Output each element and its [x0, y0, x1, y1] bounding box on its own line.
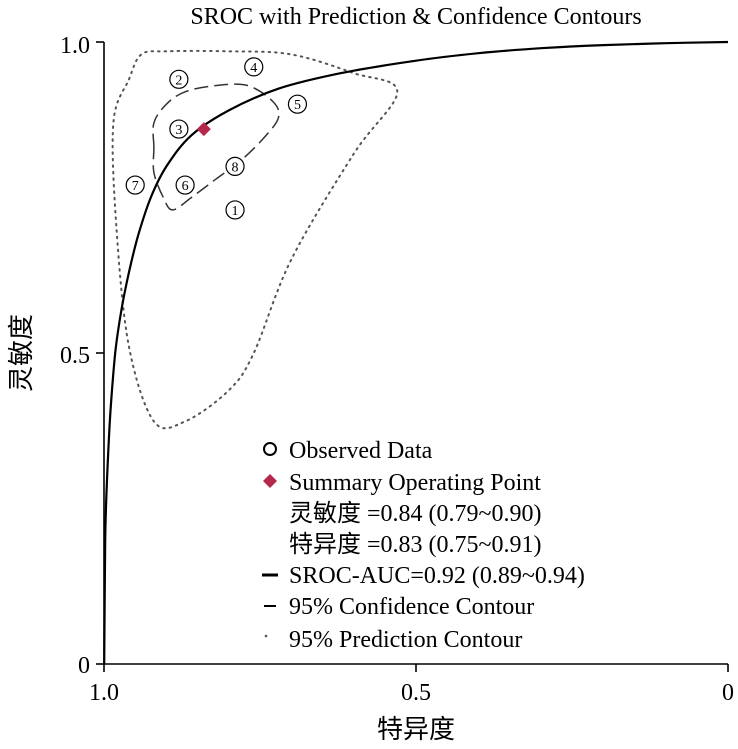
study-point-3: 3 [169, 119, 189, 139]
observed-studies: 1 2 3 4 5 6 7 8 [125, 57, 308, 220]
study-label: 2 [175, 73, 182, 88]
sroc-curve [103, 40, 729, 665]
study-label: 7 [132, 179, 139, 194]
study-point-7: 7 [125, 175, 145, 195]
study-circle [169, 69, 189, 89]
study-label: 6 [182, 179, 189, 194]
prediction-contour [111, 49, 399, 430]
study-point-2: 2 [169, 69, 189, 89]
chart-title: SROC with Prediction & Confidence Contou… [190, 4, 641, 30]
study-point-5: 5 [287, 94, 308, 114]
legend: Observed Data Summary Operating Point 灵敏… [262, 438, 585, 653]
study-label: 8 [232, 160, 239, 175]
y-tick-label-1: 1.0 [60, 33, 90, 59]
summary-point-marker [196, 122, 211, 137]
legend-auc-label: SROC-AUC=0.92 (0.89~0.94) [289, 563, 585, 589]
study-point-1: 1 [225, 200, 245, 220]
study-circle [169, 119, 189, 139]
x-tick-label-0: 0 [722, 680, 734, 706]
study-point-8: 8 [225, 156, 245, 176]
study-point-4: 4 [244, 57, 264, 77]
study-label: 4 [250, 61, 257, 76]
study-circle [175, 175, 195, 195]
legend-confidence-label: 95% Confidence Contour [289, 594, 534, 620]
x-tick-label-0-5: 0.5 [401, 680, 431, 706]
study-circle [287, 94, 308, 114]
study-circle [225, 200, 245, 220]
y-tick-label-0-5: 0.5 [60, 343, 90, 369]
y-tick-label-0: 0 [78, 653, 90, 679]
legend-observed-marker [263, 442, 277, 456]
axis-ticks [96, 41, 729, 672]
study-circle [225, 156, 245, 176]
legend-summary-label: Summary Operating Point [289, 470, 541, 496]
x-axis-title: 特异度 [377, 715, 455, 744]
legend-prediction-dots [264, 634, 268, 638]
x-tick-label-1: 1.0 [89, 680, 119, 706]
study-circle [125, 175, 145, 195]
study-label: 3 [175, 123, 182, 138]
y-axis-title: 灵敏度 [7, 314, 36, 392]
study-label: 1 [232, 204, 239, 219]
legend-specificity-stat: 特异度 =0.83 (0.75~0.91) [289, 531, 542, 558]
confidence-contour [152, 83, 280, 211]
legend-sensitivity-stat: 灵敏度 =0.84 (0.79~0.90) [289, 500, 542, 527]
legend-prediction-label: 95% Prediction Contour [289, 627, 522, 653]
legend-observed-label: Observed Data [289, 438, 433, 464]
legend-summary-marker [263, 474, 277, 488]
study-circle [244, 57, 264, 77]
study-label: 5 [294, 98, 301, 113]
study-point-6: 6 [175, 175, 195, 195]
